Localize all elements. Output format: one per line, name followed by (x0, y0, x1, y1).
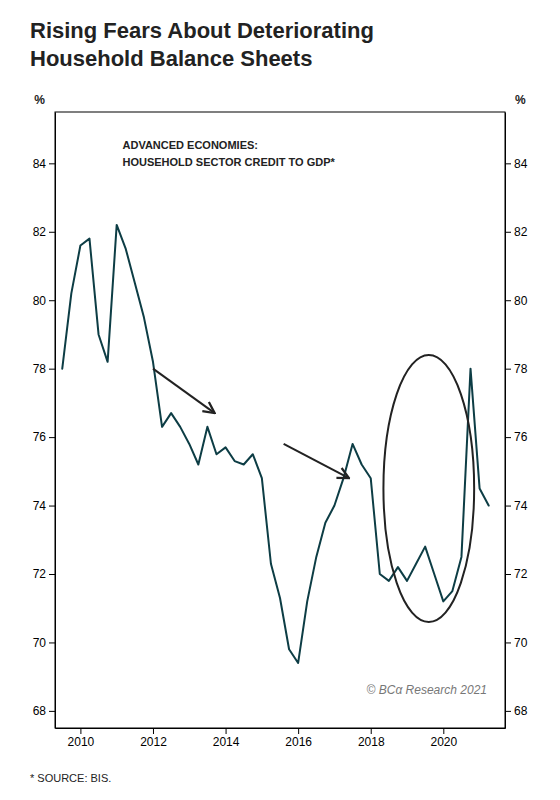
tick: 70 (33, 636, 55, 650)
tick-label: 2020 (430, 735, 457, 749)
tick-mark (49, 163, 55, 164)
tick-label: 84 (33, 157, 47, 171)
x-axis: 2010 2012 2014 2016 2018 2020 (56, 728, 506, 749)
title: Household Balance Sheets (30, 46, 312, 71)
tick: 72 (33, 567, 55, 581)
plot-area (62, 225, 488, 663)
line (62, 225, 488, 663)
y-axis-line (55, 113, 56, 729)
tick-mark (505, 232, 511, 233)
tick-label: 80 (33, 294, 47, 308)
tick-mark (505, 506, 511, 507)
tick-mark (49, 437, 55, 438)
arrow (153, 369, 215, 413)
tick: 76 (505, 430, 528, 444)
y2-axis: 68 70 72 74 76 78 80 82 84 (505, 113, 528, 729)
tick-label: 68 (33, 704, 47, 718)
tick-mark (49, 711, 55, 712)
annotation: HOUSEHOLD SECTOR CREDIT TO GDP* (123, 156, 336, 168)
plot-frame (55, 112, 505, 728)
annotation: ADVANCED ECONOMIES: (123, 139, 258, 151)
tick: 70 (505, 636, 528, 650)
tick: 80 (505, 294, 528, 308)
tick-label: 70 (33, 636, 47, 650)
tick-mark (226, 728, 227, 734)
tick: 78 (33, 362, 55, 376)
tick-mark (443, 728, 444, 734)
tick-mark (505, 163, 511, 164)
tick: 76 (33, 430, 55, 444)
tick-label: 76 (514, 430, 528, 444)
tick-mark (505, 300, 511, 301)
tick: 2016 (285, 728, 312, 749)
arrow (284, 444, 349, 478)
tick: 2010 (68, 728, 95, 749)
tick: 72 (505, 567, 528, 581)
tick: 82 (33, 225, 55, 239)
tick-label: 2018 (358, 735, 385, 749)
tick-mark (49, 369, 55, 370)
tick: 2020 (430, 728, 457, 749)
tick-label: 70 (514, 636, 528, 650)
tick-mark (49, 300, 55, 301)
title: Rising Fears About Deteriorating (30, 18, 374, 43)
tick-mark (371, 728, 372, 734)
y-axis-label: % (34, 93, 45, 107)
tick: 74 (505, 499, 528, 513)
copyright: © BCα Research 2021 (367, 683, 487, 697)
tick-label: 78 (33, 362, 47, 376)
tick-mark (298, 728, 299, 734)
tick-mark (49, 232, 55, 233)
ellipse (383, 355, 474, 622)
tick-label: 2014 (213, 735, 240, 749)
tick: 84 (33, 157, 55, 171)
tick-mark (80, 728, 81, 734)
tick-label: 84 (514, 157, 528, 171)
y2-axis-label: % (515, 93, 526, 107)
tick: 68 (33, 704, 55, 718)
tick-label: 74 (33, 499, 47, 513)
y2-axis-line (505, 113, 506, 729)
tick: 2012 (140, 728, 167, 749)
tick-label: 82 (33, 225, 47, 239)
tick-mark (505, 574, 511, 575)
tick: 84 (505, 157, 528, 171)
tick-label: 76 (33, 430, 47, 444)
tick-label: 72 (514, 567, 528, 581)
tick-label: 2012 (140, 735, 167, 749)
tick-mark (505, 437, 511, 438)
tick-label: 74 (514, 499, 528, 513)
tick: 2018 (358, 728, 385, 749)
tick-mark (505, 642, 511, 643)
tick: 74 (33, 499, 55, 513)
tick-mark (505, 369, 511, 370)
tick-label: 72 (33, 567, 47, 581)
x-axis-line (56, 728, 506, 729)
tick-label: 80 (514, 294, 528, 308)
tick: 80 (33, 294, 55, 308)
tick-mark (49, 642, 55, 643)
tick-mark (49, 506, 55, 507)
tick: 2014 (213, 728, 240, 749)
tick-label: 2016 (285, 735, 312, 749)
tick-mark (505, 711, 511, 712)
chart: Rising Fears About Deteriorating Househol… (0, 0, 560, 800)
tick: 78 (505, 362, 528, 376)
tick-mark (49, 574, 55, 575)
tick-label: 82 (514, 225, 528, 239)
y-axis: 68 70 72 74 76 78 80 82 84 (33, 113, 56, 729)
tick-label: 2010 (68, 735, 95, 749)
tick-label: 68 (514, 704, 528, 718)
tick-label: 78 (514, 362, 528, 376)
tick-mark (153, 728, 154, 734)
source: * SOURCE: BIS. (30, 772, 111, 784)
tick: 82 (505, 225, 528, 239)
tick: 68 (505, 704, 528, 718)
